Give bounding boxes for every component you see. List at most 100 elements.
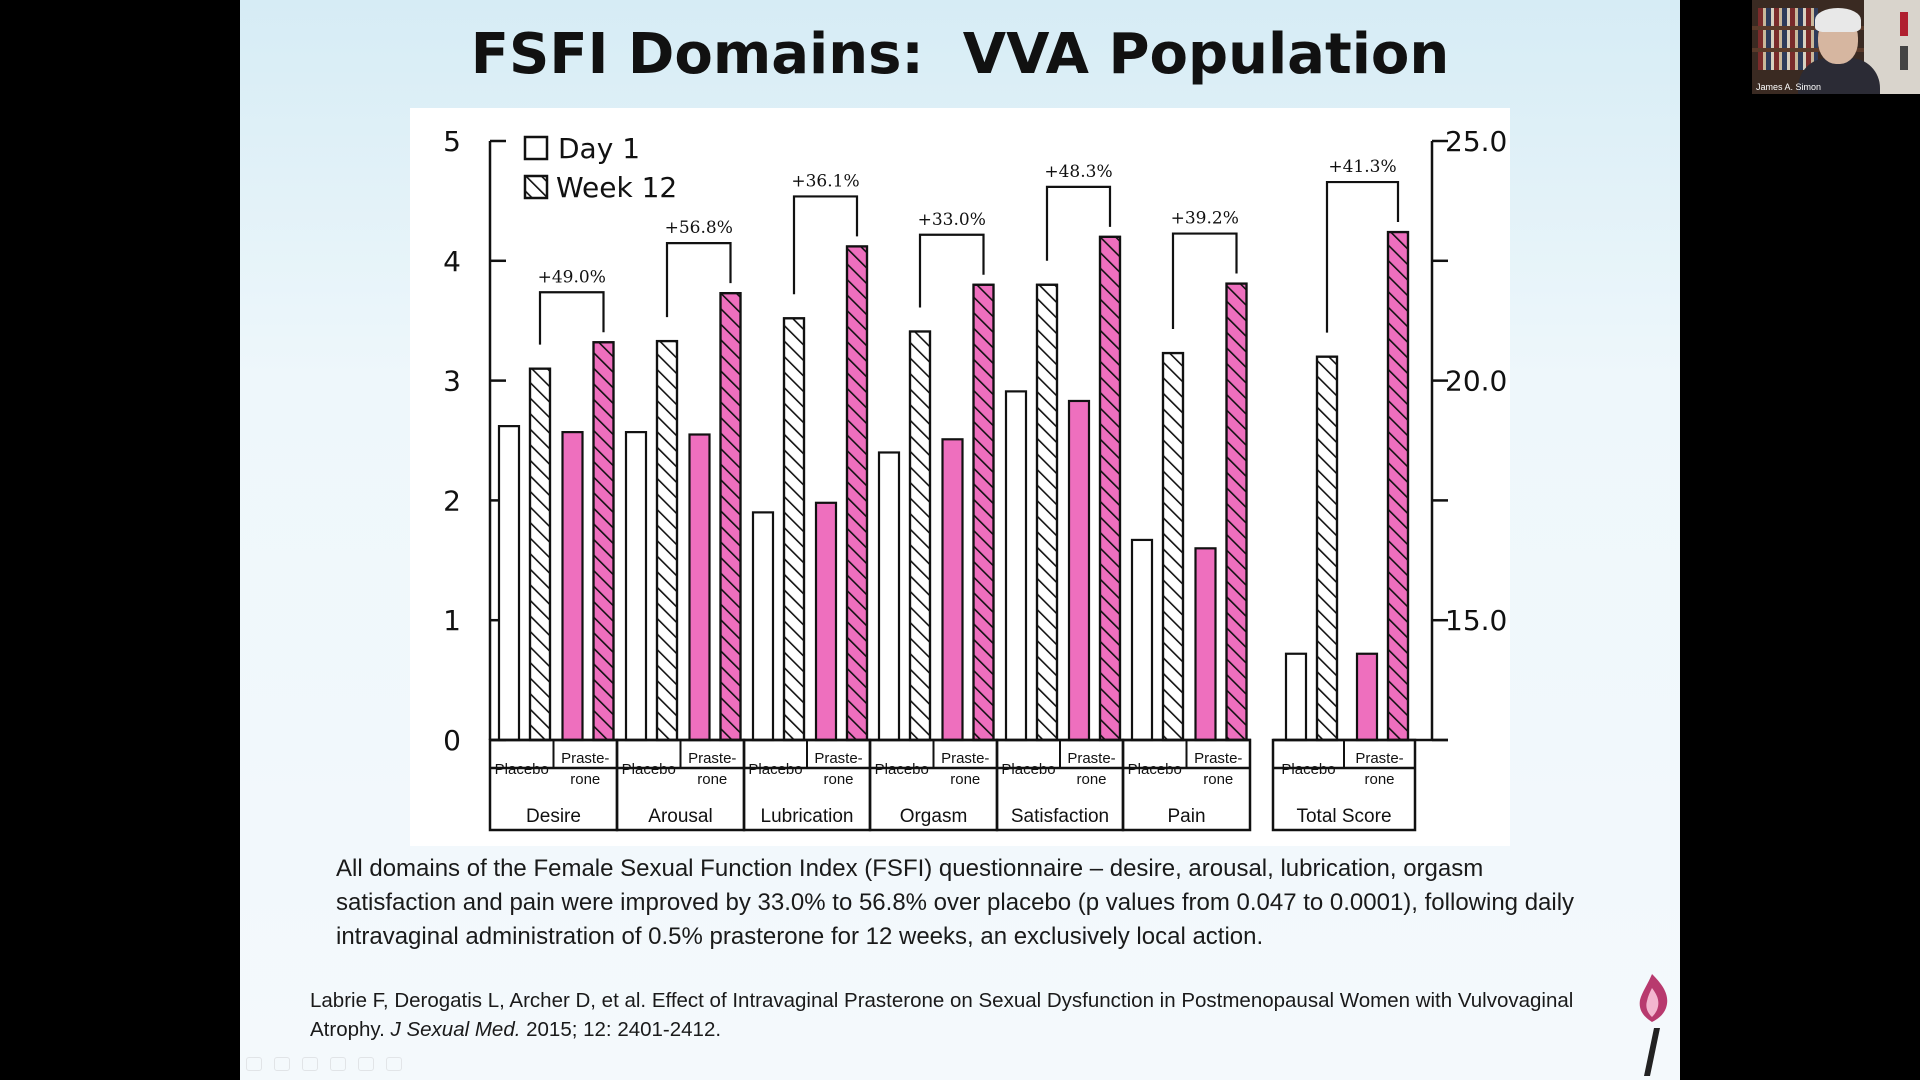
bar-lubrication-prasterone-day1 (814, 501, 838, 742)
bar-satisfaction-prasterone-day1 (1067, 399, 1091, 742)
domain-label: Arousal (648, 806, 712, 827)
treatment-label: Placebo (748, 761, 802, 778)
zoom-icon[interactable] (330, 1057, 346, 1071)
slide-caption: All domains of the Female Sexual Functio… (336, 855, 1575, 950)
treatment-label: Placebo (875, 761, 929, 778)
treatment-label: Praste- (1355, 750, 1403, 767)
right-tick-label: 15.0 (1445, 604, 1507, 637)
treatment-label: rone (950, 771, 980, 788)
treatment-label: Praste- (1194, 750, 1242, 767)
prev-slide-icon[interactable] (246, 1057, 262, 1071)
left-tick-label: 3 (443, 365, 461, 398)
left-tick-label: 4 (443, 245, 461, 278)
citation-volume: 2015; 12: 2401-2412. (520, 1018, 722, 1041)
increase-bracket (918, 233, 985, 308)
bar-lubrication-placebo-week12 (782, 317, 806, 742)
webcam-video-tile[interactable]: James A. Simon (1752, 0, 1920, 94)
bar-desire-prasterone-day1 (561, 431, 584, 742)
treatment-label: rone (697, 771, 727, 788)
citation-journal: J Sexual Med. (390, 1018, 521, 1041)
bar-pain-placebo-day1 (1130, 538, 1154, 742)
increase-bracket (538, 291, 605, 345)
chart-panel: 0 1 2 3 4 5 15.0 20.0 25.0 Day 1 Week 12 +49.0% Plac… (410, 108, 1510, 846)
legend-day1-label: Day 1 (558, 132, 640, 165)
bar-lubrication-prasterone-week12 (845, 245, 869, 742)
increase-label: +56.8% (665, 218, 733, 238)
treatment-label: Praste- (688, 750, 736, 767)
treatment-label: Placebo (622, 761, 676, 778)
treatment-label: Placebo (495, 761, 549, 778)
presentation-toolbar[interactable] (246, 1056, 456, 1076)
increase-label: +49.0% (538, 267, 606, 287)
citation-authors-title: Labrie F, Derogatis L, Archer D, et al. … (310, 989, 1574, 1041)
legend-week12-swatch (523, 174, 549, 200)
bar-arousal-prasterone-week12 (719, 292, 742, 742)
left-tick-label: 2 (443, 484, 461, 517)
treatment-label: Placebo (1128, 761, 1182, 778)
bookshelf (1758, 30, 1818, 48)
increase-bracket (1045, 185, 1112, 261)
treatment-label: rone (1203, 771, 1233, 788)
torch-logo-icon (1639, 974, 1668, 1076)
bar-pain-placebo-week12 (1161, 351, 1185, 742)
domain-label: Total Score (1296, 806, 1391, 827)
bar-orgasm-placebo-week12 (908, 330, 932, 742)
bar-satisfaction-placebo-week12 (1035, 283, 1059, 742)
increase-bracket (1325, 180, 1400, 333)
bar-arousal-placebo-week12 (655, 339, 679, 742)
bar-satisfaction-placebo-day1 (1004, 390, 1028, 742)
bar-orgasm-placebo-day1 (877, 451, 901, 742)
bar-arousal-prasterone-day1 (688, 433, 711, 742)
domain-label: Satisfaction (1011, 806, 1109, 827)
more-icon[interactable] (386, 1057, 402, 1071)
bar-total-score-prasterone-day1 (1355, 652, 1379, 742)
fsfi-bar-chart: 0 1 2 3 4 5 15.0 20.0 25.0 Day 1 Week 12 +49.0% Plac… (443, 125, 1507, 832)
bar-pain-prasterone-day1 (1194, 547, 1217, 742)
bar-total-score-placebo-week12 (1315, 355, 1339, 742)
bar-satisfaction-prasterone-week12 (1098, 235, 1122, 742)
slide-title: FSFI Domains: VVA Population (470, 22, 1450, 87)
left-tick-label: 0 (443, 724, 461, 757)
increase-bracket (1171, 232, 1238, 330)
legend-week12-label: Week 12 (556, 171, 677, 204)
participant-hair (1815, 8, 1861, 32)
bar-desire-placebo-day1 (497, 425, 521, 742)
slides-icon[interactable] (358, 1057, 374, 1071)
treatment-label: Praste- (1067, 750, 1115, 767)
increase-label: +36.1% (791, 171, 859, 191)
wall-frame (1900, 46, 1908, 70)
domain-label: Pain (1167, 806, 1205, 827)
increase-label: +48.3% (1044, 162, 1112, 182)
bar-desire-prasterone-week12 (592, 341, 615, 742)
bar-total-score-placebo-day1 (1284, 652, 1308, 742)
left-tick-label: 1 (443, 604, 461, 637)
bookshelf (1758, 52, 1818, 70)
bar-arousal-placebo-day1 (624, 431, 648, 742)
citation: Labrie F, Derogatis L, Archer D, et al. … (310, 986, 1610, 1044)
next-slide-icon[interactable] (274, 1057, 290, 1071)
treatment-label: rone (823, 771, 853, 788)
bar-orgasm-prasterone-day1 (941, 438, 964, 742)
legend-day1-swatch (523, 135, 549, 161)
treatment-label: rone (1076, 771, 1106, 788)
slide: FSFI Domains: VVA Population 0 1 2 3 4 5 15.0 2… (240, 0, 1680, 1080)
increase-label: +33.0% (918, 210, 986, 230)
increase-label: +39.2% (1171, 209, 1239, 229)
increase-label: +41.3% (1328, 157, 1396, 177)
treatment-label: Placebo (1001, 761, 1055, 778)
treatment-label: Placebo (1281, 761, 1335, 778)
left-tick-label: 5 (443, 125, 461, 158)
treatment-label: Praste- (561, 750, 609, 767)
treatment-label: Praste- (814, 750, 862, 767)
treatment-label: rone (570, 771, 600, 788)
domain-label: Desire (526, 806, 581, 827)
participant-name: James A. Simon (1756, 82, 1822, 92)
bookshelf (1758, 8, 1818, 26)
right-tick-label: 20.0 (1445, 365, 1507, 398)
bar-pain-prasterone-week12 (1225, 282, 1248, 742)
pen-icon[interactable] (302, 1057, 318, 1071)
bar-total-score-prasterone-week12 (1386, 230, 1410, 742)
right-tick-label: 25.0 (1445, 125, 1507, 158)
increase-bracket (792, 195, 859, 295)
wall-frame (1900, 12, 1908, 36)
